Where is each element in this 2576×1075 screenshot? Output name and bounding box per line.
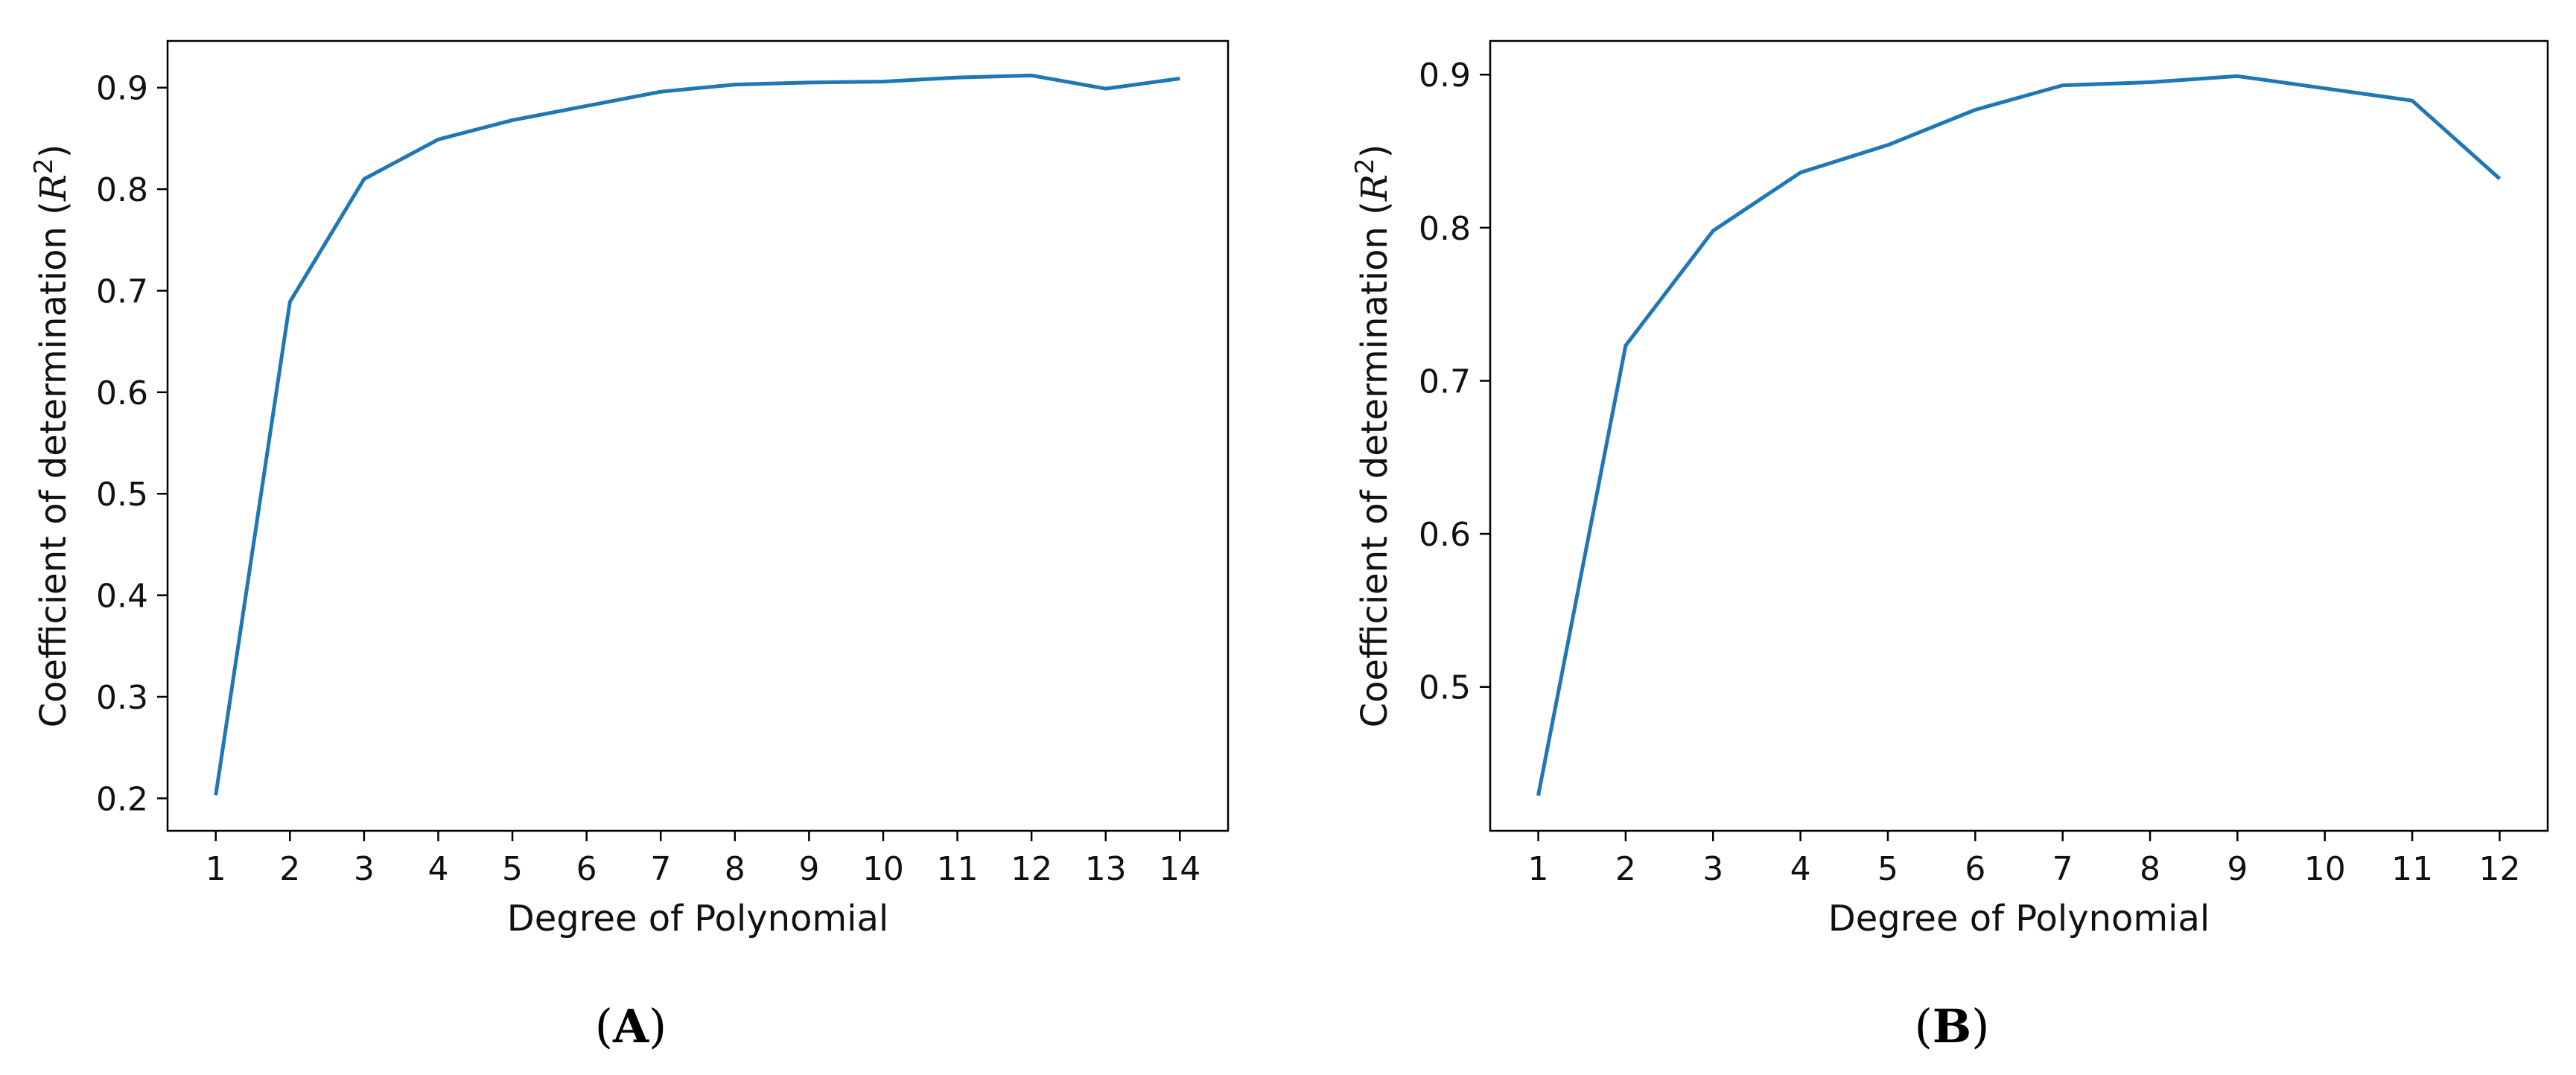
x-tick-label: 9 [798,850,819,888]
x-tick-label: 12 [1011,850,1052,888]
y-axis-title-b: Coefficient of determination (R2) [1350,144,1396,728]
y-tick-label: 0.9 [1419,57,1471,95]
x-tick-label: 1 [206,850,226,888]
series-line-a [214,73,1180,796]
x-tick-label: 2 [1615,850,1636,888]
x-tick-label: 6 [576,850,597,888]
x-tick-label: 2 [279,850,300,888]
x-tick-label: 6 [1965,850,1985,888]
x-tick-label: 5 [502,850,523,888]
x-tick-label: 8 [725,850,745,888]
plot-frame-b [1489,39,2549,832]
x-tick-label: 8 [2140,850,2160,888]
y-tick-label: 0.7 [1419,363,1471,401]
panel-label-letter: A [612,999,649,1053]
y-tick-label: 0.2 [96,780,148,818]
y-tick-label: 0.5 [1419,669,1471,707]
x-tick-label: 10 [2304,850,2346,888]
y-tick-label: 0.6 [96,374,148,412]
y-axis-title-superscript: 2 [1350,158,1380,174]
y-tick-label: 0.6 [1419,516,1471,554]
y-axis-title-superscript: 2 [29,158,59,174]
panel-label-b: (B) [1915,999,1990,1053]
y-axis-title-suffix: ) [1354,144,1396,159]
x-tick-label: 14 [1159,850,1200,888]
x-tick-label: 3 [1702,850,1723,888]
x-tick-label: 11 [937,850,979,888]
panel-label-open-paren: ( [1915,999,1933,1053]
y-axis-title-symbol: R [1354,174,1396,202]
x-axis-title-a: Degree of Polynomial [507,898,888,940]
x-tick-label: 1 [1528,850,1549,888]
x-tick-label: 3 [354,850,375,888]
panel-label-close-paren: ) [649,999,667,1053]
plot-frame-a [166,39,1230,832]
x-tick-label: 7 [650,850,671,888]
y-axis-title-a: Coefficient of determination (R2) [29,144,74,728]
x-tick-label: 11 [2391,850,2433,888]
y-axis-title-prefix: Coefficient of determination ( [1354,201,1396,727]
series-line-b [1536,74,2502,797]
y-tick-label: 0.8 [1419,210,1471,248]
y-axis-title-prefix: Coefficient of determination ( [33,201,74,727]
x-tick-label: 12 [2478,850,2520,888]
y-tick-label: 0.7 [96,272,148,310]
y-axis-title-suffix: ) [33,144,74,159]
panel-label-a: (A) [595,999,667,1053]
panel-label-open-paren: ( [595,999,613,1053]
y-tick-label: 0.9 [96,70,148,108]
y-tick-label: 0.4 [96,578,148,616]
x-tick-label: 5 [1877,850,1898,888]
y-tick-label: 0.3 [96,679,148,717]
y-tick-label: 0.5 [96,476,148,514]
x-tick-label: 9 [2227,850,2248,888]
x-tick-label: 10 [862,850,904,888]
panel-label-letter: B [1933,999,1971,1053]
x-tick-label: 4 [427,850,448,888]
x-tick-label: 13 [1085,850,1127,888]
x-tick-label: 4 [1790,850,1811,888]
x-tick-label: 7 [2052,850,2073,888]
y-axis-title-symbol: R [33,174,74,202]
x-axis-title-b: Degree of Polynomial [1828,898,2210,940]
y-tick-label: 0.8 [96,171,148,209]
chart-panel-a: 1 2 3 4 5 6 7 8 9 10 11 12 13 140.20.30.40.50.60.70.8… [29,39,1230,1053]
panel-label-close-paren: ) [1971,999,1989,1053]
